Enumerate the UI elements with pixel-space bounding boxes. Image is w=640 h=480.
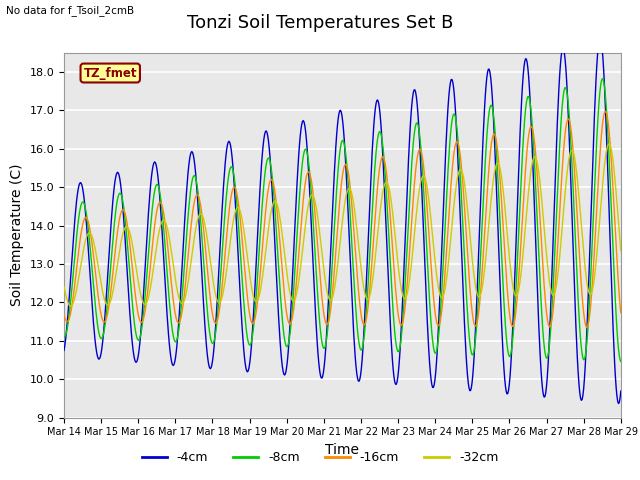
Text: TZ_fmet: TZ_fmet	[83, 67, 137, 80]
Text: No data for f_Tsoil_2cmB: No data for f_Tsoil_2cmB	[6, 5, 134, 16]
Y-axis label: Soil Temperature (C): Soil Temperature (C)	[10, 164, 24, 306]
Text: Tonzi Soil Temperatures Set B: Tonzi Soil Temperatures Set B	[187, 14, 453, 33]
Legend: -4cm, -8cm, -16cm, -32cm: -4cm, -8cm, -16cm, -32cm	[136, 446, 504, 469]
X-axis label: Time: Time	[325, 443, 360, 457]
